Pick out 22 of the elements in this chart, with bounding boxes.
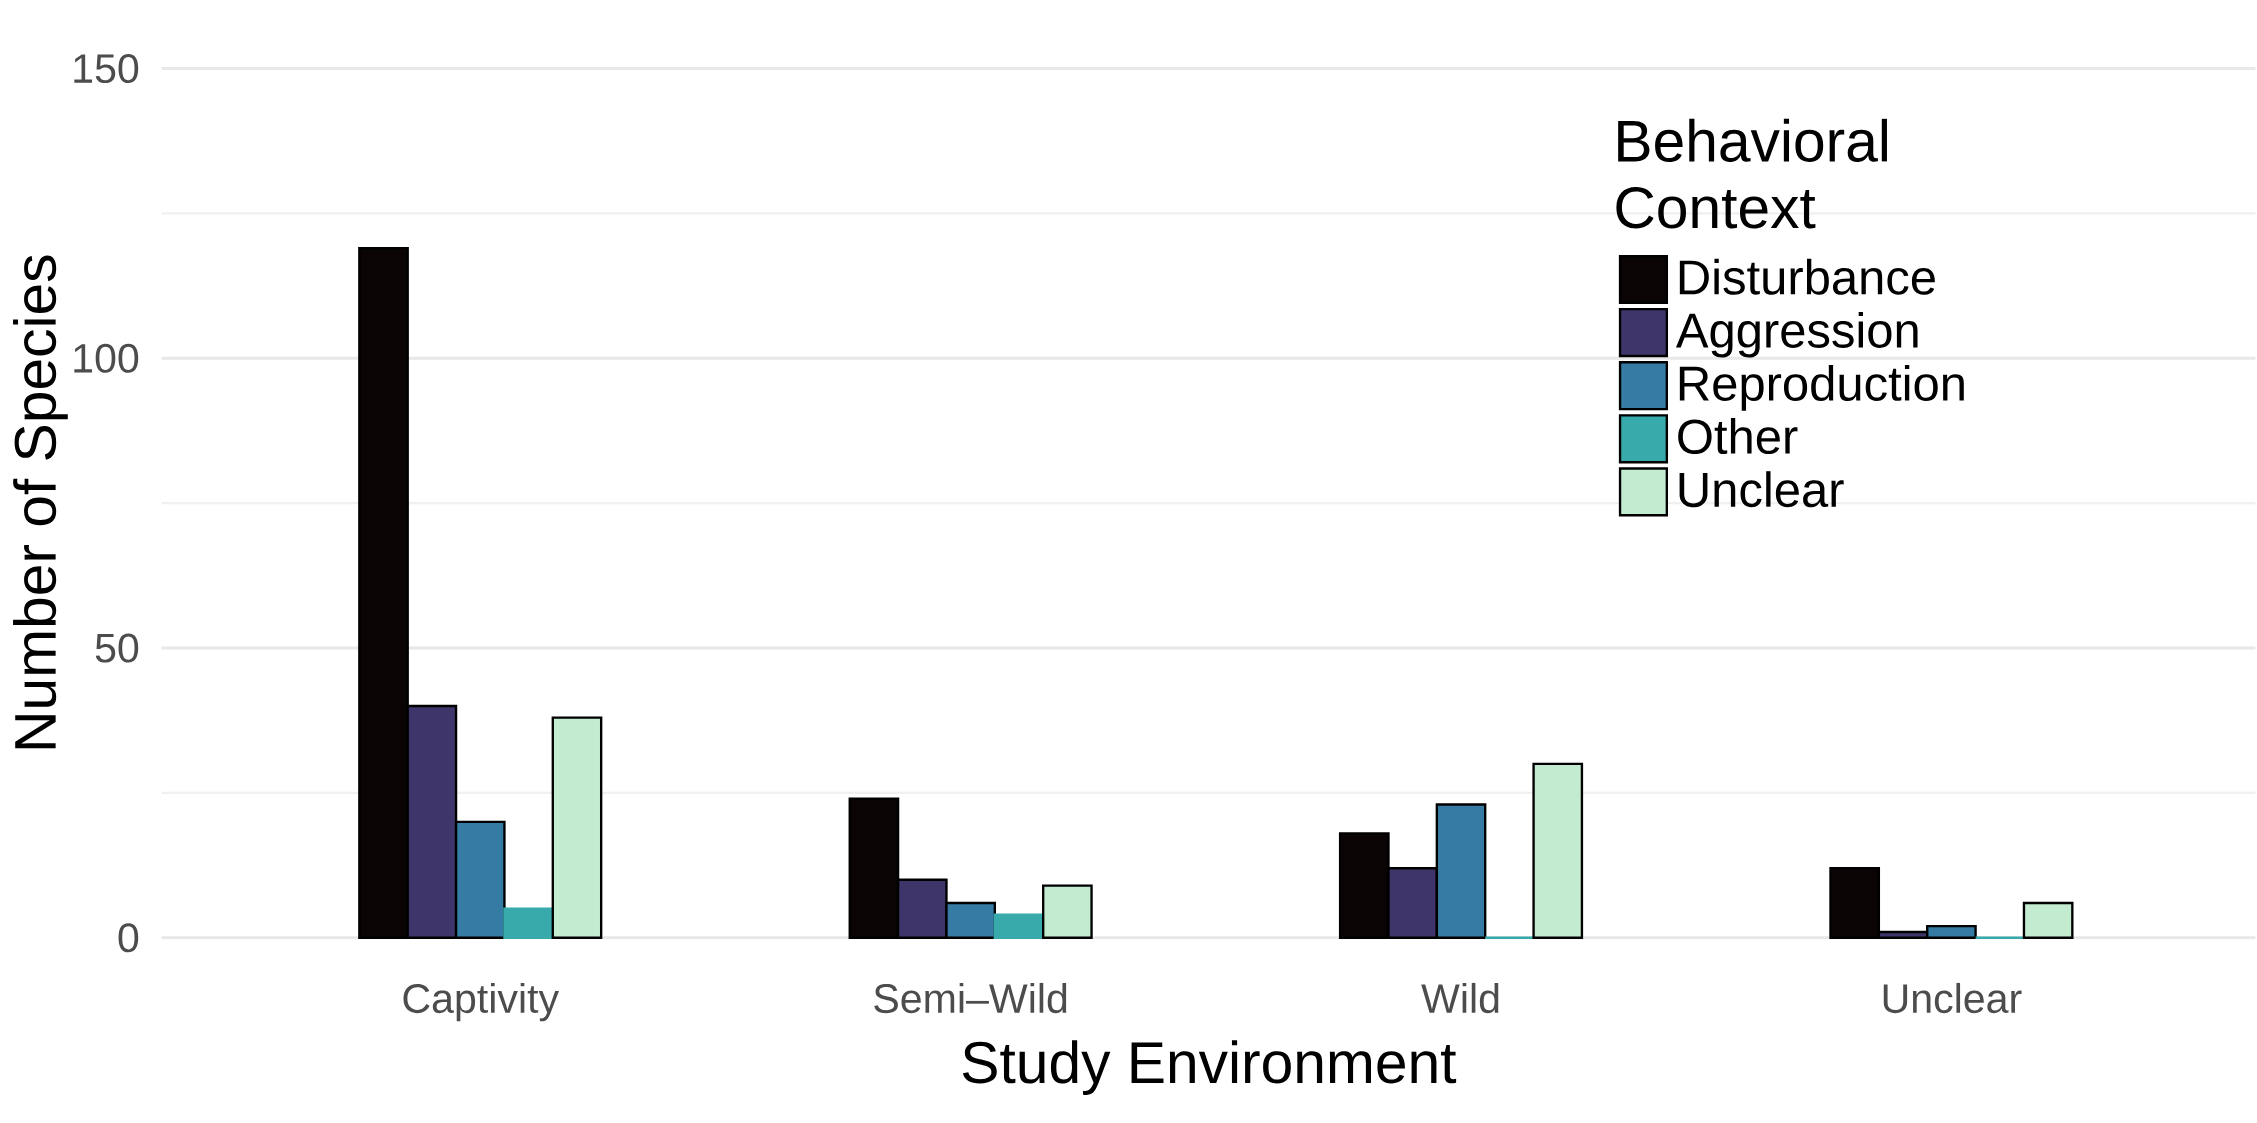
bar	[993, 913, 1045, 940]
x-axis-title: Study Environment	[962, 1040, 1457, 1096]
legend-label: Unclear	[1679, 471, 1844, 508]
x-tick-label: Wild	[1421, 983, 1499, 1014]
legend-title: Behavioral Context	[1616, 118, 1887, 229]
bar	[1042, 884, 1093, 940]
legend-label: Reproduction	[1679, 365, 1964, 411]
legend-label: Other	[1678, 418, 1798, 455]
legend-label: Disturbance	[1679, 258, 1935, 295]
bar	[2022, 901, 2074, 940]
y-tick-label: 150	[74, 54, 139, 84]
y-tick-label: 50	[95, 633, 139, 663]
legend-label: Aggression	[1675, 312, 1918, 358]
bar	[551, 716, 603, 940]
x-tick-label: Captivity	[403, 983, 559, 1022]
y-axis-title: Number of Species	[13, 255, 68, 749]
x-tick-label: Semi–Wild	[874, 983, 1067, 1014]
bar	[1532, 762, 1584, 940]
y-tick-label: 100	[74, 343, 139, 373]
x-tick-label: Unclear	[1883, 983, 2022, 1014]
bar	[503, 907, 554, 940]
y-tick-label: 0	[118, 923, 139, 953]
